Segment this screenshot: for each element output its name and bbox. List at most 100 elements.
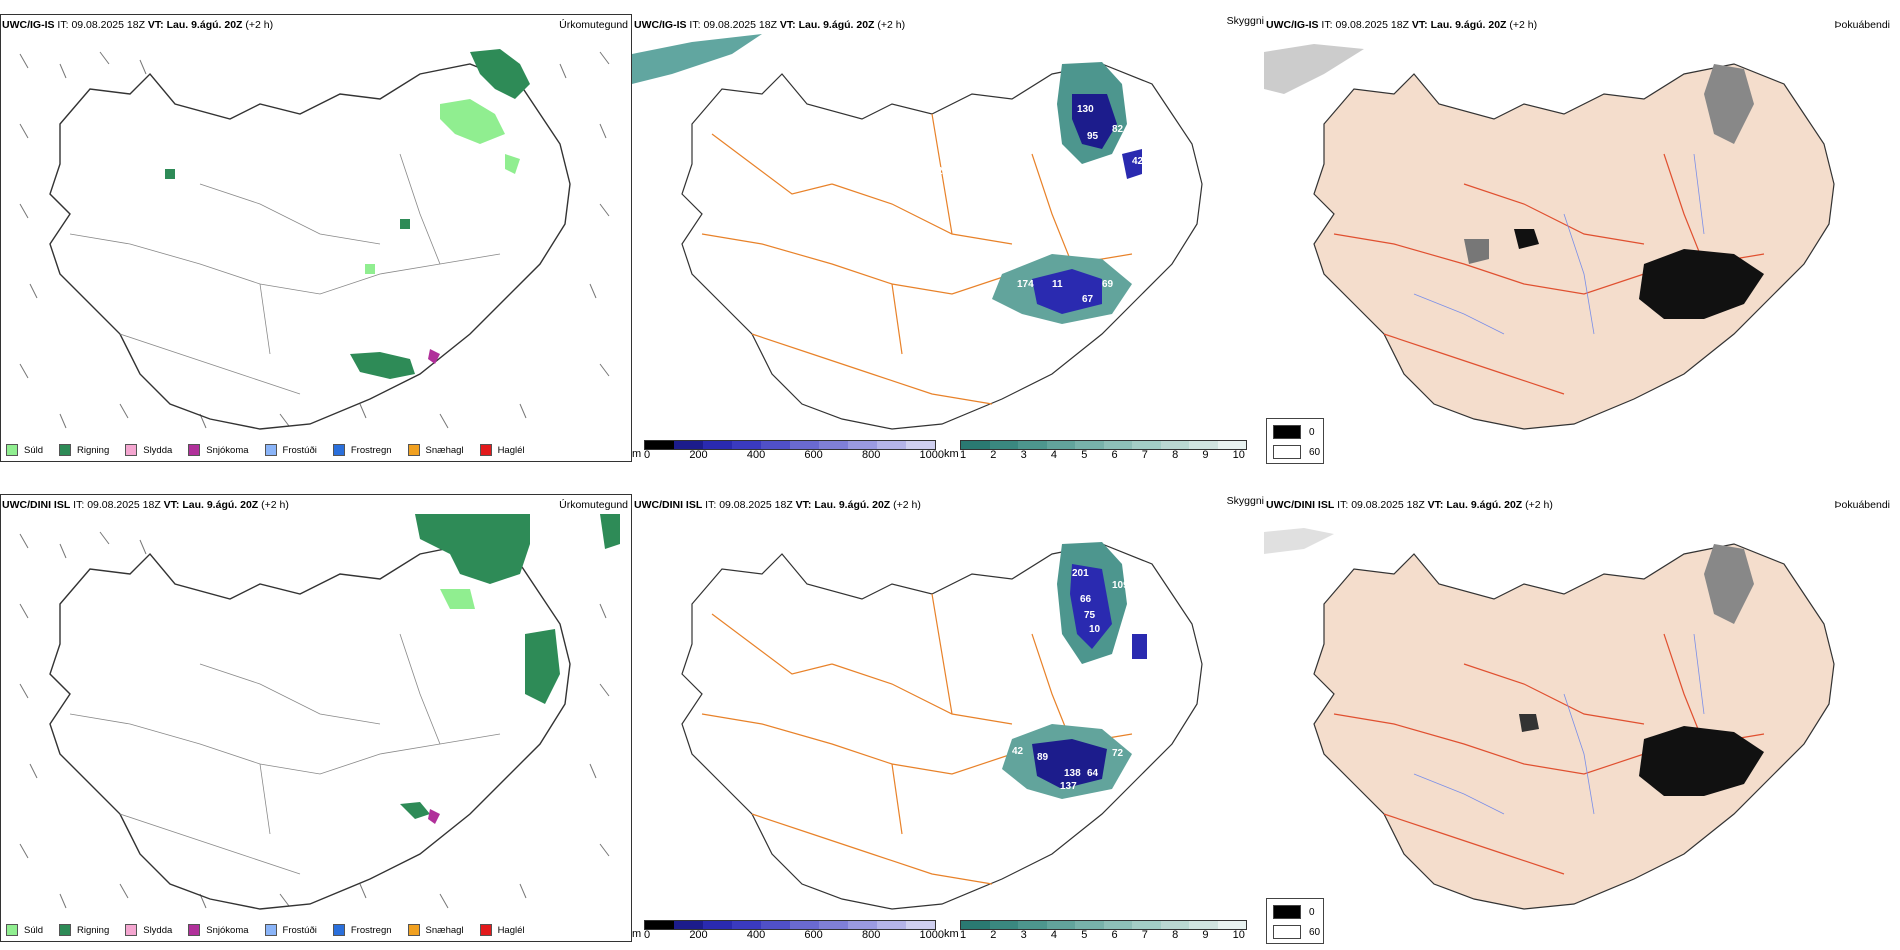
legend-item: Haglél (479, 924, 525, 936)
precip-areas (165, 49, 530, 379)
tick: 3 (1020, 449, 1027, 461)
legend-label: Slydda (143, 444, 173, 456)
tick: 0 (644, 929, 651, 941)
legend-item: Frostregn (332, 444, 392, 456)
vt-value: Lau. 9.ágú. 20Z (166, 19, 243, 31)
tick: 7 (1141, 929, 1148, 941)
cloud-label: 89 (1037, 752, 1049, 763)
cloud-label: 66 (1080, 594, 1092, 605)
tick: 5 (1081, 929, 1088, 941)
precip-type-panel: UWC/IG-IS IT: 09.08.2025 18Z VT: Lau. 9.… (0, 14, 632, 462)
roads (701, 113, 1133, 405)
legend-label: Haglél (497, 444, 525, 456)
fog-swatch-high (1273, 425, 1301, 439)
iceland-outline (681, 543, 1203, 910)
legend-label: Frostúði (282, 444, 317, 456)
iceland-outline (681, 63, 1203, 430)
cloud-base-map[interactable]: 201 66 109 75 10 47 67 89 42 64 72 138 1… (632, 514, 1264, 914)
fog-map[interactable] (1264, 34, 1900, 434)
it-label: IT: (689, 19, 701, 31)
legend-swatch (188, 444, 201, 456)
model-name: UWC/IG-IS (634, 19, 687, 31)
tick: 1 (960, 449, 967, 461)
visibility-colorbar: km 1 2 3 4 5 6 7 8 9 10 (944, 440, 1249, 462)
map-header: UWC/DINI ISL IT: 09.08.2025 18Z VT: Lau.… (2, 498, 628, 512)
cloud-label: 20 (947, 718, 959, 729)
precip-type-panel: UWC/DINI ISL IT: 09.08.2025 18Z VT: Lau.… (0, 494, 632, 942)
it-value: 09.08.2025 18Z (719, 499, 793, 511)
legend-swatch (264, 444, 277, 456)
tick: 400 (746, 449, 766, 461)
altitude-colorbar: m 0 200 400 600 800 1000 (632, 440, 944, 462)
cloud-label: 33 (952, 251, 964, 262)
panel-title: Þokuábendi (1834, 19, 1890, 31)
time-offset: (+2 h) (877, 19, 906, 31)
precip-map[interactable] (0, 34, 632, 444)
fog-map[interactable] (1264, 514, 1900, 914)
rivers (1413, 153, 1705, 335)
cloud-label: 10 (1012, 126, 1024, 137)
legend-swatch (59, 924, 72, 936)
vt-label: VT: (779, 19, 796, 31)
legend-label: Frostregn (350, 924, 392, 936)
tick: 8 (1172, 449, 1179, 461)
tick: 8 (1172, 929, 1179, 941)
legend-swatch (6, 444, 18, 456)
panel-title: Úrkomutegund (559, 499, 628, 511)
map-header: UWC/IG-IS IT: 09.08.2025 18Z VT: Lau. 9.… (634, 18, 1260, 32)
vt-label: VT: (163, 499, 180, 511)
legend-label: Frostregn (350, 444, 392, 456)
fog-swatch-low (1273, 925, 1301, 939)
visibility-ticks: 1 2 3 4 5 6 7 8 9 10 (960, 449, 1245, 461)
legend-swatch (407, 444, 420, 456)
legend-swatch (479, 924, 492, 936)
cloud-base-map[interactable]: 130 95 82 42 174 11 69 67 33 10 20 (632, 34, 1264, 434)
sea-cloud-patch (632, 34, 762, 84)
altitude-colorbar: m 0 200 400 600 800 1000 (632, 920, 944, 942)
map-header: UWC/IG-IS IT: 09.08.2025 18Z VT: Lau. 9.… (1266, 18, 1896, 32)
legend-item: Snjókoma (188, 924, 249, 936)
it-label: IT: (73, 499, 85, 511)
model-name: UWC/DINI ISL (2, 499, 71, 511)
precip-type-legend: Súld Rigning Slydda Snjókoma Frostúði Fr… (6, 444, 525, 456)
vt-label: VT: (1411, 19, 1428, 31)
legend-item: Rigning (59, 924, 109, 936)
visibility-unit: km (944, 448, 959, 460)
fog-swatch-low (1273, 445, 1301, 459)
legend-swatch (6, 924, 18, 936)
it-value: 09.08.2025 18Z (71, 19, 145, 31)
it-value: 09.08.2025 18Z (1335, 19, 1409, 31)
legend-label: Súld (24, 444, 44, 456)
legend-item: Snjókoma (188, 444, 249, 456)
fog-high-label: 0 (1309, 426, 1315, 438)
iceland-fill (1313, 63, 1835, 430)
fog-legend-low: 60 (1273, 445, 1320, 459)
legend-swatch (332, 444, 345, 456)
it-label: IT: (1337, 499, 1349, 511)
cloud-label: 64 (1087, 768, 1099, 779)
model-name: UWC/IG-IS (2, 19, 55, 31)
cloud-label: 11 (1052, 279, 1063, 290)
precip-map[interactable] (0, 514, 632, 924)
visibility-ticks: 1 2 3 4 5 6 7 8 9 10 (960, 929, 1245, 941)
fog-legend-low: 60 (1273, 925, 1320, 939)
tick: 0 (644, 449, 651, 461)
legend-label: Rigning (77, 444, 110, 456)
it-value: 09.08.2025 18Z (703, 19, 777, 31)
tick: 6 (1111, 449, 1118, 461)
roads (1333, 153, 1765, 395)
tick: 200 (689, 449, 708, 461)
cloud-label: 42 (1012, 746, 1024, 757)
legend-swatch (125, 924, 138, 936)
legend-swatch (479, 444, 492, 456)
cloud-label: 75 (1084, 610, 1096, 621)
legend-swatch (264, 924, 277, 936)
altitude-colorbar-strip (644, 920, 936, 930)
rivers (1413, 633, 1705, 815)
wind-barbs (19, 531, 610, 909)
tick: 400 (746, 929, 766, 941)
panel-title: Skyggni (1226, 15, 1264, 27)
legend-label: Snjókoma (206, 444, 249, 456)
legend-label: Súld (24, 924, 44, 936)
legend-swatch (125, 444, 138, 456)
